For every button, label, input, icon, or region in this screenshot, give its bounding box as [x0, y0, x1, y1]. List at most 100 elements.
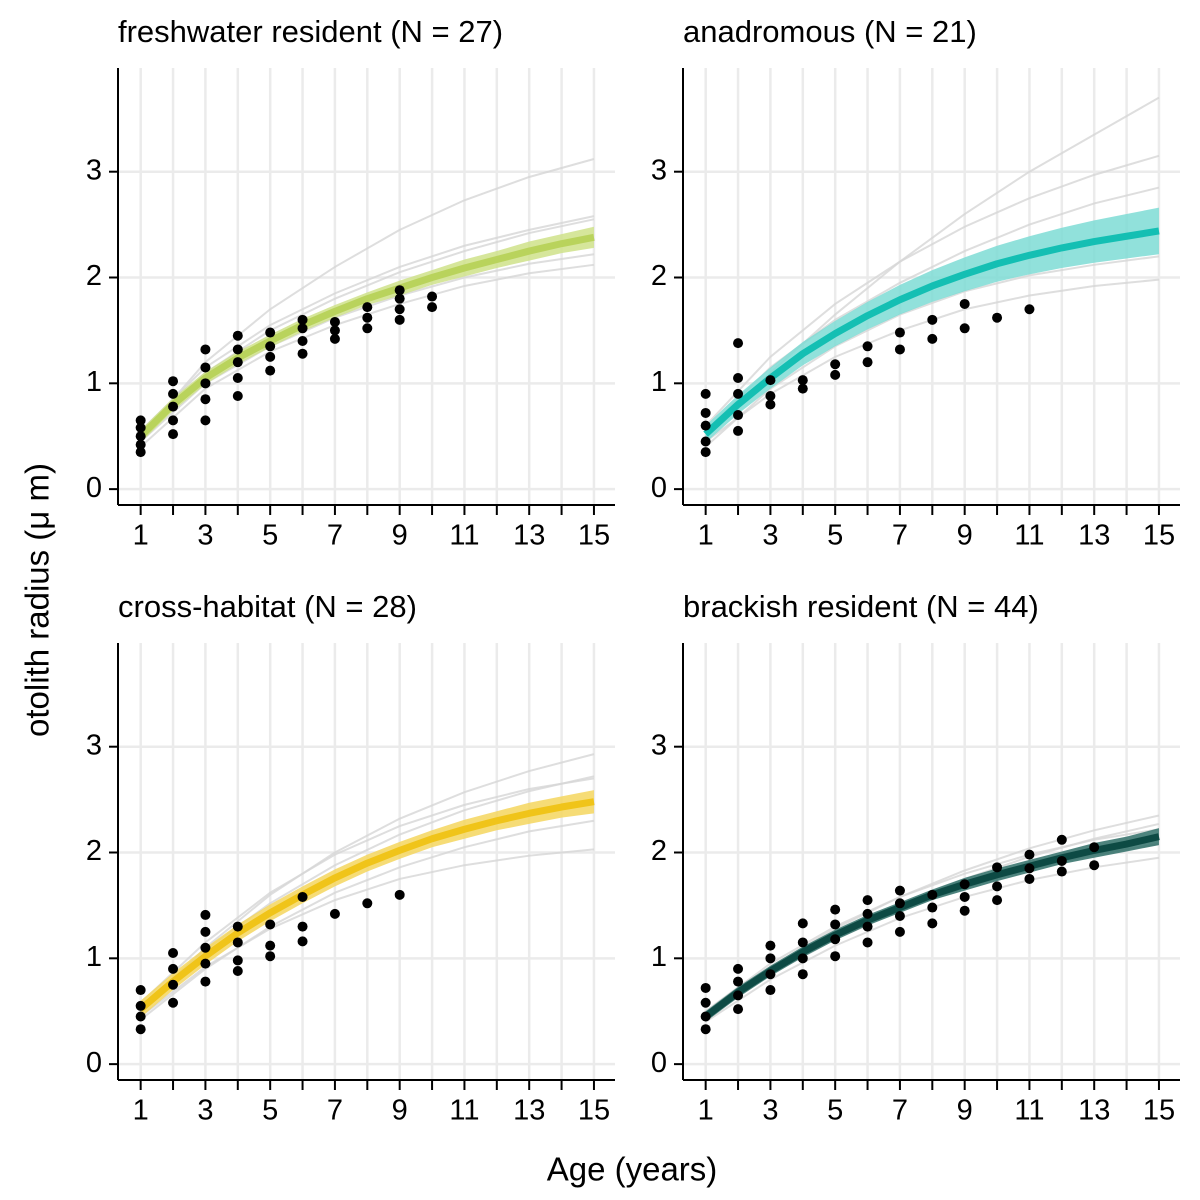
data-point	[894, 926, 905, 937]
data-point	[959, 879, 970, 890]
data-point	[830, 904, 841, 915]
x-tick-label: 5	[827, 520, 843, 552]
x-tick-label: 5	[827, 1095, 843, 1127]
data-point	[200, 394, 211, 405]
x-tick-label: 1	[698, 520, 714, 552]
x-tick-label: 13	[513, 1095, 545, 1127]
data-point	[894, 898, 905, 909]
data-point	[733, 1004, 744, 1015]
data-point	[797, 383, 808, 394]
y-tick-label: 3	[86, 729, 102, 761]
data-point	[297, 323, 308, 334]
x-tick-label: 1	[698, 1095, 714, 1127]
data-point	[362, 302, 373, 313]
data-point	[168, 963, 179, 974]
y-tick-label: 2	[86, 835, 102, 867]
y-tick-label: 3	[86, 154, 102, 186]
panel-title: brackish resident (N = 44)	[683, 589, 1039, 624]
x-tick-label: 11	[449, 1095, 479, 1127]
data-point	[862, 357, 873, 368]
data-point	[765, 969, 776, 980]
data-point	[200, 958, 211, 969]
x-axis-title: Age (years)	[547, 1151, 718, 1188]
data-point	[232, 966, 243, 977]
data-point	[200, 344, 211, 355]
data-point	[265, 365, 276, 376]
y-tick-label: 2	[651, 835, 667, 867]
x-tick-label: 15	[1143, 520, 1175, 552]
y-tick-label: 1	[651, 366, 667, 398]
x-tick-label: 1	[133, 1095, 149, 1127]
data-point	[927, 333, 938, 344]
data-point	[992, 312, 1003, 323]
data-point	[1024, 863, 1035, 874]
data-point	[265, 951, 276, 962]
data-point	[927, 918, 938, 929]
data-point	[765, 985, 776, 996]
individual-fit	[140, 819, 595, 1021]
data-point	[168, 429, 179, 440]
data-point	[894, 327, 905, 338]
data-point	[862, 895, 873, 906]
data-point	[297, 921, 308, 932]
data-point	[862, 341, 873, 352]
individual-fit	[139, 753, 595, 1012]
data-point	[797, 953, 808, 964]
data-point	[232, 391, 243, 402]
data-point	[797, 969, 808, 980]
data-point	[733, 410, 744, 421]
y-tick-label: 3	[651, 154, 667, 186]
data-point	[797, 375, 808, 386]
data-point	[168, 388, 179, 399]
individual-fit	[140, 848, 595, 1018]
data-point	[700, 1024, 711, 1035]
y-tick-label: 3	[651, 729, 667, 761]
x-tick-label: 15	[578, 1095, 610, 1127]
data-point	[733, 373, 744, 384]
data-point	[168, 997, 179, 1008]
data-point	[232, 921, 243, 932]
data-point	[959, 905, 970, 916]
x-tick-label: 7	[892, 1095, 908, 1127]
data-point	[862, 921, 873, 932]
x-tick-label: 5	[262, 520, 278, 552]
x-tick-label: 3	[762, 520, 778, 552]
data-point	[265, 351, 276, 362]
data-point	[135, 447, 146, 458]
x-tick-label: 3	[762, 1095, 778, 1127]
fit-line	[138, 798, 595, 1012]
x-tick-label: 9	[957, 1095, 973, 1127]
data-point	[135, 1011, 146, 1022]
data-point	[862, 937, 873, 948]
y-tick-label: 2	[651, 260, 667, 292]
data-point	[168, 979, 179, 990]
fit-line	[138, 233, 595, 439]
data-point	[927, 902, 938, 913]
data-point	[200, 976, 211, 987]
data-point	[427, 302, 438, 313]
data-point	[168, 401, 179, 412]
data-point	[135, 431, 146, 442]
data-point	[394, 314, 405, 325]
data-point	[700, 420, 711, 431]
data-point	[1056, 855, 1067, 866]
data-point	[265, 341, 276, 352]
data-point	[427, 291, 438, 302]
data-point	[394, 293, 405, 304]
data-point	[200, 942, 211, 953]
data-point	[200, 362, 211, 373]
data-point	[135, 1024, 146, 1035]
x-tick-label: 3	[197, 1095, 213, 1127]
x-tick-label: 13	[513, 520, 545, 552]
y-tick-label: 1	[651, 941, 667, 973]
data-point	[959, 298, 970, 309]
data-point	[1056, 866, 1067, 877]
data-point	[765, 391, 776, 402]
individual-fit	[139, 215, 595, 432]
y-tick-label: 0	[651, 472, 667, 504]
data-point	[1089, 860, 1100, 871]
data-point	[394, 285, 405, 296]
data-point	[297, 936, 308, 947]
